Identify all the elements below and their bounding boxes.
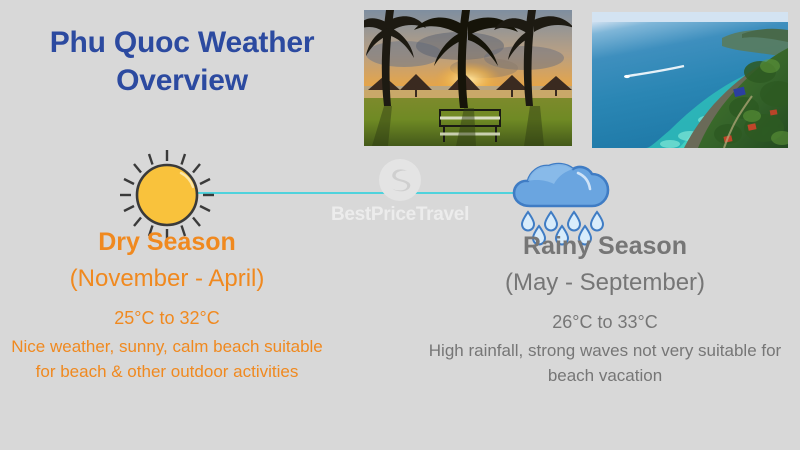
dry-season-temperature: 25°C to 32°C (114, 307, 220, 328)
connector-line (188, 192, 540, 194)
dry-season-title: Dry Season (98, 228, 236, 256)
watermark-text: BestPriceTravel (330, 204, 470, 225)
rainy-season-block: Rainy Season (May - September) 26°C to 3… (410, 232, 800, 389)
rain-cloud-icon (508, 160, 614, 246)
bestprice-s-logo-icon (378, 158, 422, 202)
sun-icon (118, 148, 216, 242)
rainy-season-months: (May - September) (504, 268, 706, 296)
page-title: Phu Quoc Weather Overview (49, 26, 315, 98)
beach-sunset-photo (364, 10, 572, 146)
rainy-season-description: High rainfall, strong waves not very sui… (428, 340, 782, 386)
dry-season-block: Dry Season (November - April) 25°C to 32… (0, 228, 334, 385)
rainy-season-temperature: 26°C to 33°C (552, 311, 658, 332)
dry-season-description: Nice weather, sunny, calm beach suitable… (11, 336, 323, 382)
rainy-season-title: Rainy Season (523, 232, 687, 260)
coastline-aerial-photo (592, 12, 788, 148)
dry-season-months: (November - April) (69, 264, 265, 292)
